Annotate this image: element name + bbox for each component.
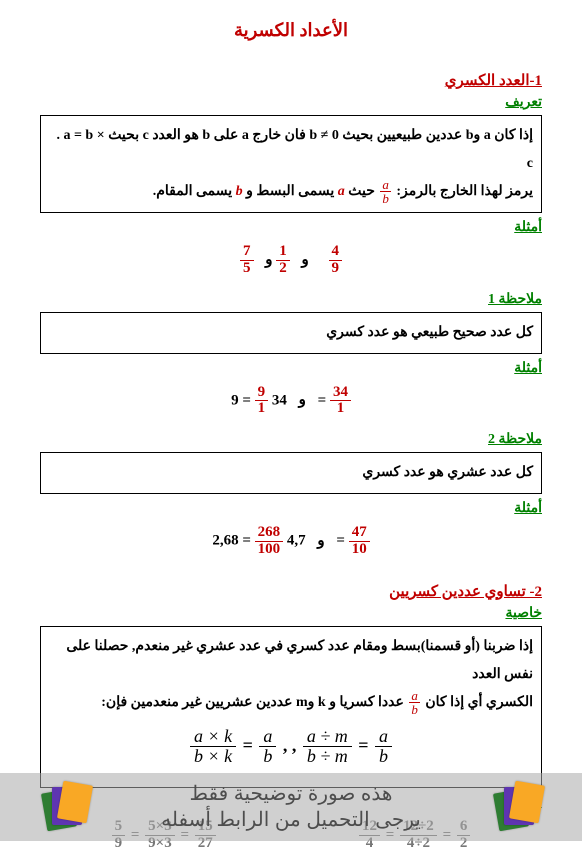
note-1-label: ملاحظة 1 [40,291,542,308]
definition-box: إذا كان a وb عددين طبيعيين بحيث 0 ≠ b فا… [40,115,542,213]
watermark-text: هذه صورة توضيحية فقط يرجى التحميل من الر… [161,781,421,833]
note-2-label: ملاحظة 2 [40,431,542,448]
property-box: إذا ضربنا (أو قسمنا)بسط ومقام عدد كسري ف… [40,626,542,789]
def-line-1: إذا كان a وb عددين طبيعيين بحيث 0 ≠ b فا… [49,122,533,178]
section-1-heading: 1-العدد الكسري [40,71,542,90]
fraction-9-1: 91 [255,385,269,418]
fraction-a-over-b: ab [380,178,391,205]
examples-label-3: أمثلة [40,500,542,517]
fraction-7-5: 75 [240,244,254,277]
fraction-a-over-b-2: ab [409,689,420,716]
section-2-heading: 2- تساوي عددين كسريين [40,582,542,601]
fraction-47-10: 4710 [349,525,370,558]
page-title: الأعداد الكسرية [40,20,542,41]
books-icon [496,783,538,831]
note-2-box: كل عدد عشري هو عدد كسري [40,452,542,494]
example-decimals: 2,68 = 268100 و 4,7 = 4710 [40,525,542,558]
property-formula: a × kb × k = ab , , a ÷ mb ÷ m = ab [49,727,533,768]
example-fractions-1: 75 و 12 و 49 [40,244,542,277]
definition-label: تعريف [40,94,542,111]
document-page: الأعداد الكسرية 1-العدد الكسري تعريف إذا… [0,0,582,841]
fraction-268-100: 268100 [255,525,284,558]
examples-label-2: أمثلة [40,360,542,377]
example-integers: 9 = 91 و 34 = 341 [40,385,542,418]
books-icon [44,783,86,831]
fraction-1-2: 12 [276,244,290,277]
prop-line-1: إذا ضربنا (أو قسمنا)بسط ومقام عدد كسري ف… [49,633,533,689]
prop-line-2: الكسري أي إذا كان ab عددا كسريا و k وm ع… [49,689,533,717]
fraction-34-1: 341 [330,385,351,418]
fraction-4-9: 49 [329,244,343,277]
property-label: خاصية [40,605,542,622]
def-line-2: يرمز لهذا الخارج بالرمز: ab حيث a يسمى ا… [49,178,533,206]
watermark-overlay: هذه صورة توضيحية فقط يرجى التحميل من الر… [0,773,582,841]
examples-label-1: أمثلة [40,219,542,236]
note-1-box: كل عدد صحيح طبيعي هو عدد كسري [40,312,542,354]
